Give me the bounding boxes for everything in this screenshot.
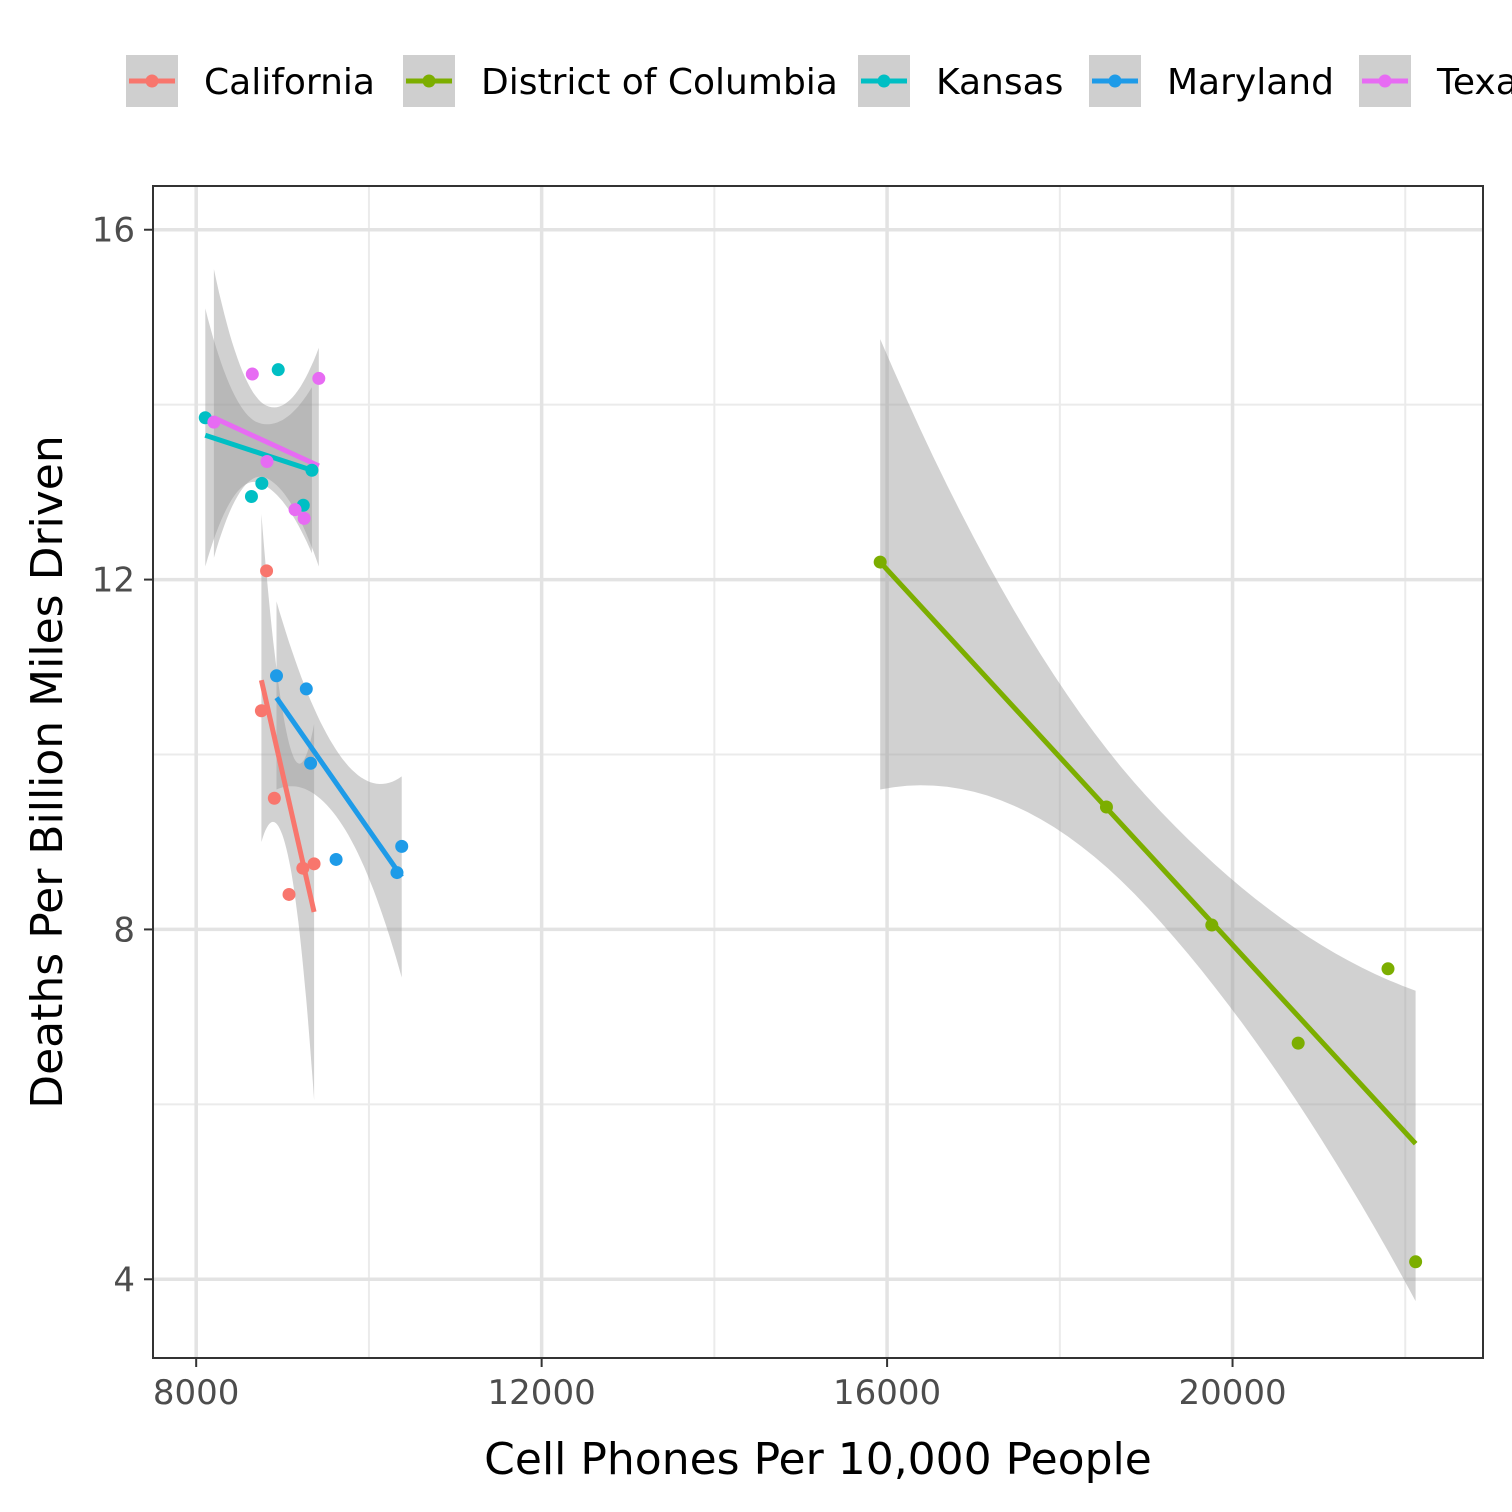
data-point — [395, 839, 409, 853]
y-tick-label: 4 — [113, 1260, 135, 1300]
plot-border — [152, 185, 1484, 1359]
x-axis: 8000 12000 16000 20000 — [153, 1358, 1287, 1413]
data-point — [260, 455, 274, 469]
data-point — [254, 704, 268, 718]
plot-panel — [153, 186, 1483, 1358]
legend-key-point — [145, 74, 159, 88]
data-point — [312, 371, 326, 385]
data-point — [304, 756, 318, 770]
data-point — [245, 367, 259, 381]
y-axis-title: Deaths Per Billion Miles Driven — [22, 435, 73, 1109]
data-point — [307, 857, 321, 871]
trend-line — [878, 560, 1418, 1146]
legend: California District of Columbia Kansas Mary… — [126, 55, 1512, 107]
data-point — [305, 463, 319, 477]
data-point — [288, 503, 302, 517]
trend-line — [274, 696, 404, 879]
data-point — [297, 511, 311, 525]
data-points — [198, 363, 1423, 1269]
x-tick-label: 8000 — [153, 1373, 240, 1413]
data-point — [329, 852, 343, 866]
legend-label: California — [204, 62, 375, 103]
legend-label: Maryland — [1167, 62, 1334, 103]
legend-key-point — [1378, 74, 1392, 88]
data-point — [1291, 1036, 1305, 1050]
data-point — [207, 415, 221, 429]
trend-line — [204, 432, 313, 473]
data-point — [1099, 800, 1113, 814]
legend-label: District of Columbia — [481, 62, 838, 103]
data-point — [270, 669, 283, 683]
data-point — [260, 564, 274, 578]
data-point — [873, 555, 887, 569]
legend-key-point — [877, 74, 891, 88]
confidence-band — [213, 269, 319, 567]
data-point — [1205, 918, 1219, 932]
legend-label: Texas — [1436, 62, 1512, 103]
x-tick-label: 20000 — [1178, 1373, 1286, 1413]
x-axis-title: Cell Phones Per 10,000 People — [484, 1434, 1152, 1485]
y-axis: 4 8 12 16 — [92, 211, 153, 1300]
data-point — [267, 791, 281, 805]
data-point — [271, 363, 285, 377]
data-point — [1381, 962, 1395, 976]
data-point — [255, 476, 269, 490]
grid-minor — [153, 186, 1483, 1358]
y-tick-label: 8 — [113, 910, 135, 950]
data-point — [296, 861, 310, 875]
y-tick-label: 12 — [92, 561, 135, 601]
grid-major — [153, 186, 1483, 1358]
trend-line — [212, 415, 320, 469]
y-tick-label: 16 — [92, 211, 135, 251]
legend-key-point — [422, 74, 436, 88]
data-point — [244, 489, 258, 503]
confidence-band — [880, 339, 1416, 1302]
legend-label: Kansas — [936, 62, 1063, 103]
legend-key-point — [1108, 74, 1122, 88]
data-point — [390, 866, 404, 880]
data-point — [282, 887, 296, 901]
x-tick-label: 12000 — [488, 1373, 596, 1413]
data-point — [1409, 1255, 1423, 1269]
x-tick-label: 16000 — [833, 1373, 941, 1413]
data-point — [299, 682, 313, 696]
